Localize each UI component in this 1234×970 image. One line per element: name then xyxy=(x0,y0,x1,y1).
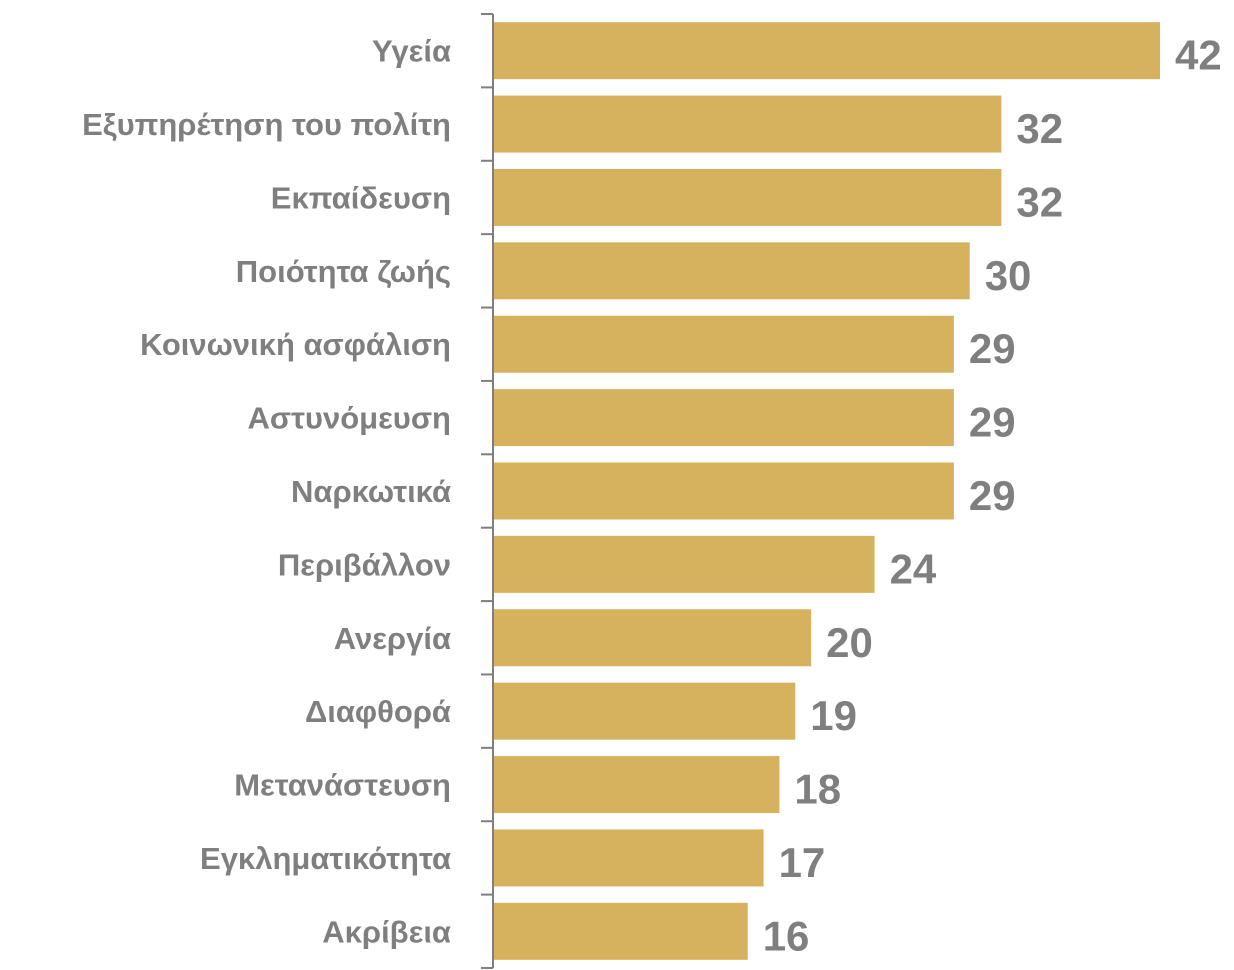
bar xyxy=(494,168,1002,226)
category-label: Εξυπηρέτηση του πολίτη xyxy=(82,107,451,142)
bar xyxy=(494,462,954,520)
category-label: Ακρίβεια xyxy=(322,914,451,949)
data-label: 20 xyxy=(826,619,873,666)
data-label: 16 xyxy=(763,912,810,959)
category-axis xyxy=(481,13,494,969)
data-label: 29 xyxy=(969,325,1016,372)
bar xyxy=(494,535,875,593)
bar xyxy=(494,609,812,667)
bar xyxy=(494,389,954,447)
category-label: Υγεία xyxy=(372,34,451,69)
bar xyxy=(494,902,748,960)
category-label: Μετανάστευση xyxy=(234,768,451,803)
value-labels-group: 42 32 32 30 29 29 29 24 20 19 18 17 16 xyxy=(763,32,1222,960)
bar xyxy=(494,829,764,887)
bar xyxy=(494,682,796,740)
data-label: 30 xyxy=(985,252,1032,299)
data-label: 42 xyxy=(1175,32,1222,79)
category-label: Κοινωνική ασφάλιση xyxy=(140,327,451,362)
category-labels-group: Υγεία Εξυπηρέτηση του πολίτη Εκπαίδευση Ποι… xyxy=(82,34,451,950)
category-label: Εκπαίδευση xyxy=(271,180,451,215)
data-label: 32 xyxy=(1016,178,1063,225)
category-label: Εγκληματικότητα xyxy=(200,841,451,876)
data-label: 17 xyxy=(779,839,826,886)
data-label: 18 xyxy=(794,766,841,813)
category-label: Ποιότητα ζωής xyxy=(236,254,451,289)
bar xyxy=(494,756,780,814)
data-label: 29 xyxy=(969,472,1016,519)
category-label: Διαφθορά xyxy=(305,694,451,729)
category-label: Ναρκωτικά xyxy=(291,474,451,509)
bar xyxy=(494,22,1160,80)
category-label: Ανεργία xyxy=(334,621,451,656)
category-label: Αστυνόμευση xyxy=(247,401,451,436)
bar xyxy=(494,242,970,300)
bars-group xyxy=(494,22,1160,960)
data-label: 29 xyxy=(969,399,1016,446)
data-label: 24 xyxy=(890,545,937,592)
bar xyxy=(494,95,1002,153)
data-label: 19 xyxy=(810,692,857,739)
category-label: Περιβάλλον xyxy=(278,547,451,582)
bar xyxy=(494,315,954,373)
data-label: 32 xyxy=(1016,105,1063,152)
